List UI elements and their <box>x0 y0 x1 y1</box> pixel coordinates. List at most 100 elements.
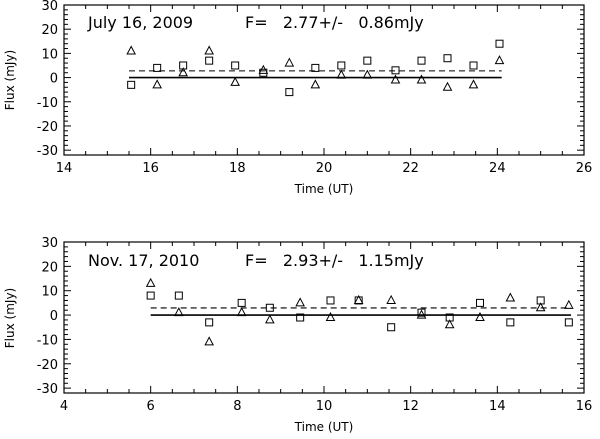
square-point <box>146 291 155 300</box>
x-ticks: 14 16 18 20 22 24 26 <box>56 5 593 176</box>
square-point <box>391 66 400 75</box>
x-tick-label: 18 <box>229 161 246 176</box>
x-tick-label: 8 <box>233 399 241 414</box>
square-point <box>174 291 183 300</box>
y-ticks: -30 -20 -10 0 10 20 30 <box>37 0 584 159</box>
triangle-point <box>442 81 453 91</box>
square-point <box>443 54 452 63</box>
reference-lines <box>129 70 502 79</box>
y-tick-label: 0 <box>50 309 58 324</box>
x-tick-label: 14 <box>489 399 506 414</box>
y-tick-label: -20 <box>37 358 58 373</box>
square-point <box>127 80 136 89</box>
triangle-point <box>416 309 427 319</box>
x-tick-label: 20 <box>316 161 333 176</box>
square-point <box>495 39 504 48</box>
y-tick-label: -10 <box>37 333 58 348</box>
square-point <box>326 296 335 305</box>
triangle-point <box>505 292 516 302</box>
square-point <box>153 63 162 72</box>
square-point <box>205 56 214 65</box>
triangle-point <box>475 311 485 321</box>
annotation-date: Nov. 17, 2010 <box>88 251 199 270</box>
x-ticks: 4 6 8 10 12 14 16 <box>60 242 592 414</box>
triangle-point <box>468 79 479 89</box>
square-point <box>237 298 246 307</box>
triangle-point <box>204 45 215 55</box>
triangle-point <box>265 314 275 324</box>
square-point <box>417 56 426 65</box>
square-point <box>564 318 573 327</box>
square-point <box>296 313 305 322</box>
triangle-point <box>325 311 336 321</box>
square-point <box>285 88 294 97</box>
annotation-flux: F= 2.77+/- 0.86mJy <box>245 13 424 32</box>
y-tick-label: 0 <box>50 72 58 87</box>
y-tick-label: 10 <box>41 285 58 300</box>
data-points <box>145 277 574 346</box>
y-axis-label: Flux (mJy) <box>3 50 17 110</box>
y-ticks: -30 -20 -10 0 10 20 30 <box>37 236 584 397</box>
triangle-point <box>152 79 163 89</box>
triangle-point <box>362 69 373 79</box>
panel-top: 14 16 18 20 22 24 26 -30 -20 -10 0 10 20 30 July 16,… <box>3 0 592 196</box>
annotation-flux: F= 2.93+/- 1.15mJy <box>245 251 424 270</box>
x-tick-label: 24 <box>489 161 506 176</box>
square-point <box>205 318 214 327</box>
triangle-point <box>173 307 184 317</box>
y-tick-label: -20 <box>37 120 58 135</box>
y-tick-label: 30 <box>41 0 58 14</box>
triangle-point <box>336 69 347 79</box>
triangle-point <box>386 294 396 304</box>
triangle-point <box>563 299 574 309</box>
y-tick-label: -30 <box>37 382 58 397</box>
square-point <box>469 61 478 70</box>
triangle-point <box>535 302 546 312</box>
x-tick-label: 4 <box>60 399 68 414</box>
square-point <box>311 63 320 72</box>
data-points <box>126 39 505 97</box>
annotation-date: July 16, 2009 <box>87 13 193 32</box>
x-axis-label: Time (UT) <box>294 420 354 434</box>
square-point <box>387 323 396 332</box>
x-axis-label: Time (UT) <box>294 182 354 196</box>
y-tick-label: -10 <box>37 96 58 111</box>
y-tick-label: 10 <box>41 47 58 62</box>
x-tick-label: 12 <box>402 399 419 414</box>
triangle-point <box>444 319 455 329</box>
y-tick-label: 30 <box>41 236 58 251</box>
x-tick-label: 22 <box>402 161 419 176</box>
y-tick-label: 20 <box>41 260 58 275</box>
triangle-point <box>145 277 156 287</box>
x-tick-label: 16 <box>576 399 593 414</box>
square-point <box>417 308 426 317</box>
x-tick-label: 10 <box>316 399 333 414</box>
reference-lines <box>150 307 571 316</box>
panel-bottom: 4 6 8 10 12 14 16 -30 -20 -10 0 10 20 30 Nov. 17, 20… <box>3 236 592 434</box>
square-point <box>231 61 240 70</box>
triangle-point <box>126 45 137 55</box>
triangle-point <box>204 336 215 346</box>
y-tick-label: -30 <box>37 144 58 159</box>
square-point <box>265 303 274 312</box>
triangle-point <box>494 55 505 65</box>
square-point <box>476 298 484 307</box>
x-tick-label: 14 <box>56 161 73 176</box>
y-axis-label: Flux (mJy) <box>3 288 17 348</box>
y-tick-label: 20 <box>41 23 58 38</box>
triangle-point <box>178 67 189 77</box>
triangle-point <box>295 297 305 307</box>
triangle-point <box>258 64 269 74</box>
x-tick-label: 26 <box>576 161 593 176</box>
triangle-point <box>236 307 247 317</box>
triangle-point <box>310 79 321 89</box>
square-point <box>506 318 515 327</box>
square-point <box>337 61 346 70</box>
triangle-point <box>230 76 241 86</box>
triangle-point <box>284 57 295 67</box>
x-tick-label: 6 <box>147 399 155 414</box>
x-tick-label: 16 <box>142 161 159 176</box>
square-point <box>363 56 372 65</box>
triangle-point <box>353 294 364 304</box>
